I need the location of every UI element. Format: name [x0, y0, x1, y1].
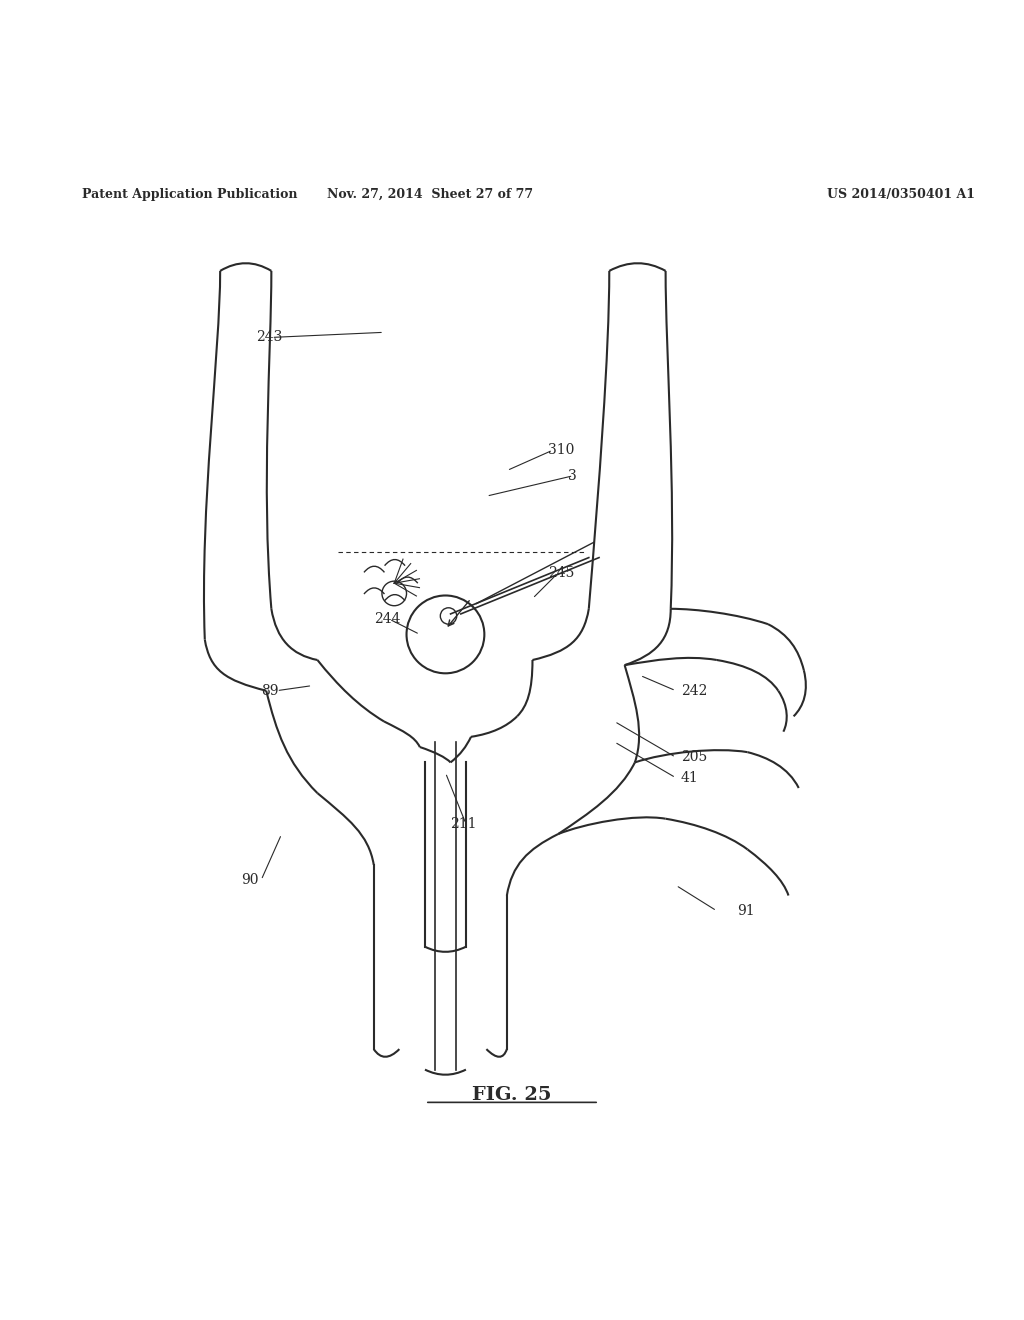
Text: US 2014/0350401 A1: US 2014/0350401 A1: [827, 187, 975, 201]
Text: 89: 89: [261, 684, 279, 698]
Text: 244: 244: [374, 612, 400, 626]
Text: 3: 3: [568, 469, 578, 483]
Text: 211: 211: [451, 817, 477, 830]
Text: 242: 242: [681, 684, 708, 698]
Text: 310: 310: [548, 444, 574, 457]
Text: Nov. 27, 2014  Sheet 27 of 77: Nov. 27, 2014 Sheet 27 of 77: [327, 187, 534, 201]
Text: 91: 91: [737, 904, 755, 917]
Text: 205: 205: [681, 750, 708, 764]
Text: Patent Application Publication: Patent Application Publication: [82, 187, 297, 201]
Text: 41: 41: [681, 771, 698, 785]
Text: 243: 243: [256, 330, 283, 345]
Text: 90: 90: [241, 873, 258, 887]
Text: 245: 245: [548, 566, 574, 579]
Text: FIG. 25: FIG. 25: [472, 1086, 552, 1105]
